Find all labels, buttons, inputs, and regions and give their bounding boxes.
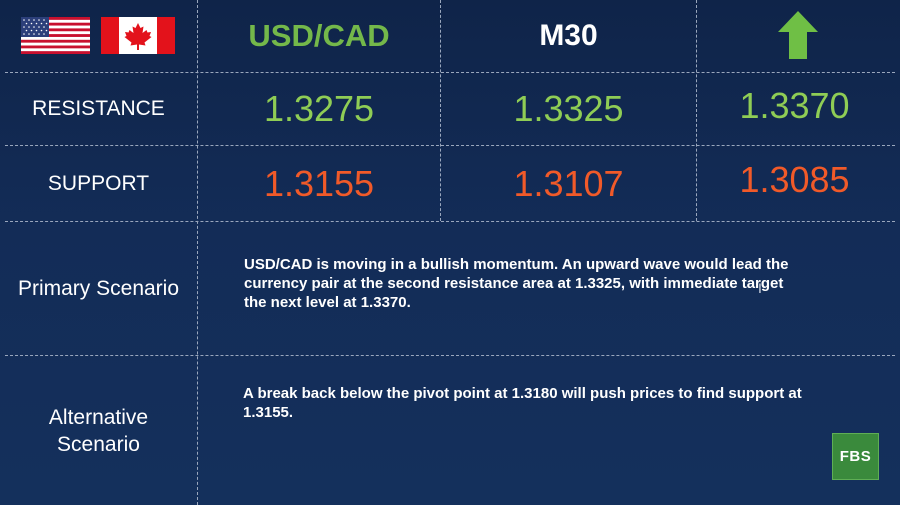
alternative-scenario-label-line2: Scenario xyxy=(57,432,140,456)
grid-hline-1 xyxy=(5,72,895,73)
support-value-3: 1.3085 xyxy=(739,158,850,200)
currency-pair: USD/CAD xyxy=(248,18,390,53)
support-value-1: 1.3155 xyxy=(263,162,375,204)
alternative-scenario-text: A break back below the pivot point at 1.… xyxy=(243,385,802,421)
alternative-scenario-label-line1: Alternative xyxy=(48,405,149,429)
support-value-2: 1.3107 xyxy=(513,162,624,204)
grid-vline-3 xyxy=(696,0,697,221)
grid-vline-2 xyxy=(440,0,441,221)
us-flag xyxy=(21,17,90,54)
resistance-label: RESISTANCE xyxy=(32,97,165,120)
alternative-scenario-label: Alternative Scenario xyxy=(0,356,197,505)
primary-scenario-text: USD/CAD is moving in a bullish momentum.… xyxy=(244,256,789,311)
arrow-up-icon xyxy=(778,11,818,59)
resistance-value-1: 1.3275 xyxy=(263,88,375,129)
primary-scenario-label: Primary Scenario xyxy=(17,277,180,300)
resistance-value-2: 1.3325 xyxy=(513,88,624,129)
support-label: SUPPORT xyxy=(47,171,150,195)
text-cursor-icon: I xyxy=(758,280,762,296)
canada-flag xyxy=(101,17,175,54)
grid-hline-4 xyxy=(5,355,895,356)
fbs-logo-text: FBS xyxy=(839,448,872,465)
timeframe-label: M30 xyxy=(539,19,598,52)
grid-hline-2 xyxy=(5,145,895,146)
grid-hline-3 xyxy=(5,221,895,222)
grid-vline-1 xyxy=(197,0,198,505)
resistance-value-3: 1.3370 xyxy=(739,85,850,126)
fbs-logo: FBS xyxy=(832,433,879,480)
